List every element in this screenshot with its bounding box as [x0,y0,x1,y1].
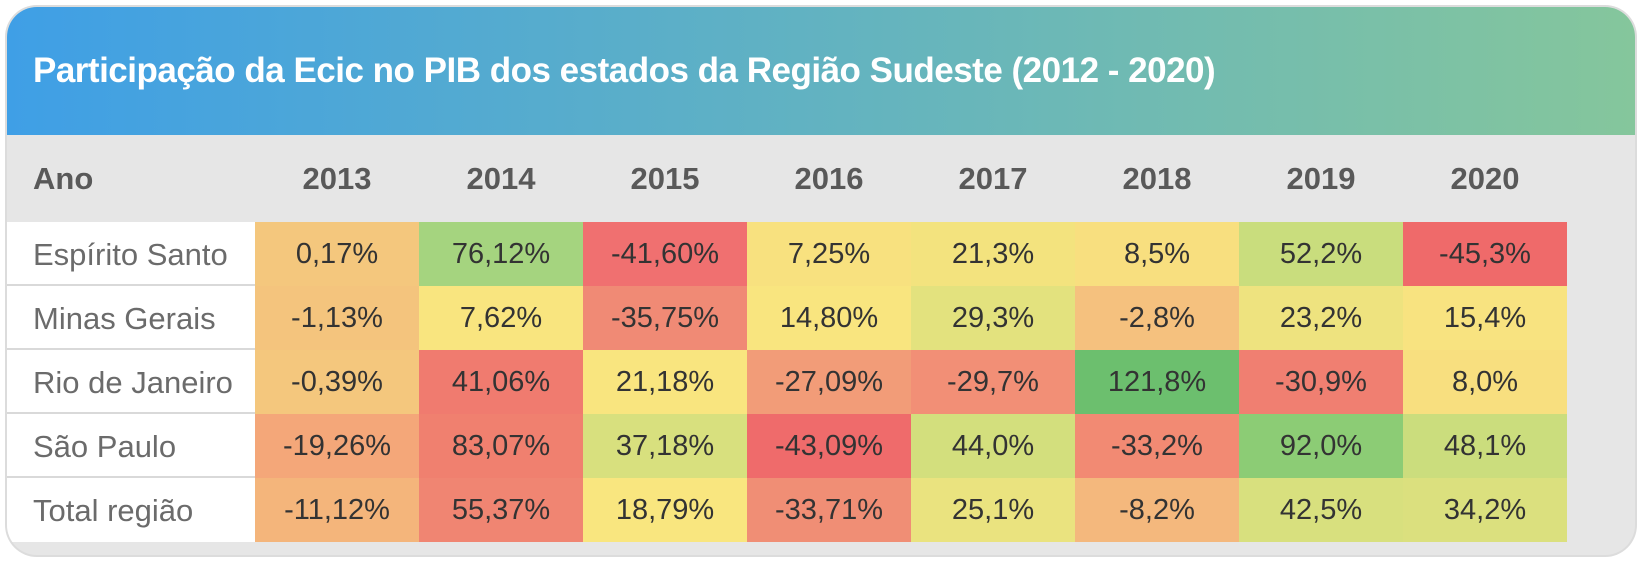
table-cell: -27,09% [747,350,911,414]
row-label: Minas Gerais [7,286,255,350]
table-cell: -45,3% [1403,222,1567,286]
table-cell: 8,0% [1403,350,1567,414]
column-header-2019: 2019 [1286,161,1356,196]
table-row: Espírito Santo 0,17% 76,12% -41,60% 7,25% 21,… [7,222,1635,286]
table-cell: -8,2% [1075,478,1239,542]
table-cell: -41,60% [583,222,747,286]
table-cell: -2,8% [1075,286,1239,350]
table-cell: -1,13% [255,286,419,350]
table-cell: -11,12% [255,478,419,542]
table-title: Participação da Ecic no PIB dos estados … [33,51,1216,90]
table-card: Participação da Ecic no PIB dos estados … [7,7,1635,555]
table-cell: -29,7% [911,350,1075,414]
header-row: Ano 2013 2014 2015 2016 2017 2018 2019 2020 [7,135,1635,222]
column-header-2015: 2015 [630,161,700,196]
table-cell: 7,25% [747,222,911,286]
table-cell: 21,3% [911,222,1075,286]
table-cell: 44,0% [911,414,1075,478]
table-cell: 23,2% [1239,286,1403,350]
table-cell: 18,79% [583,478,747,542]
table-row: Total região -11,12% 55,37% 18,79% -33,71% 25… [7,478,1635,542]
table-cell: -0,39% [255,350,419,414]
table-cell: 14,80% [747,286,911,350]
table-cell: -33,2% [1075,414,1239,478]
table-cell: 34,2% [1403,478,1567,542]
column-header-2018: 2018 [1122,161,1192,196]
table-row: Minas Gerais -1,13% 7,62% -35,75% 14,80% 29,3… [7,286,1635,350]
table-cell: -35,75% [583,286,747,350]
table-cell: 0,17% [255,222,419,286]
table-cell: 42,5% [1239,478,1403,542]
column-header-2016: 2016 [794,161,864,196]
table-cell: 121,8% [1075,350,1239,414]
column-header-2013: 2013 [302,161,372,196]
table-cell: -33,71% [747,478,911,542]
row-label: São Paulo [7,414,255,478]
table-row: São Paulo -19,26% 83,07% 37,18% -43,09% 44,0%… [7,414,1635,478]
column-header-2020: 2020 [1450,161,1520,196]
row-label: Total região [7,478,255,542]
title-bar: Participação da Ecic no PIB dos estados … [7,7,1635,135]
table-cell: -19,26% [255,414,419,478]
table-cell: 37,18% [583,414,747,478]
table-cell: 92,0% [1239,414,1403,478]
table-cell: 76,12% [419,222,583,286]
table-cell: 48,1% [1403,414,1567,478]
table-cell: 25,1% [911,478,1075,542]
column-header-2017: 2017 [958,161,1028,196]
table-cell: 21,18% [583,350,747,414]
table-cell: 29,3% [911,286,1075,350]
column-header-2014: 2014 [466,161,536,196]
table-cell: -43,09% [747,414,911,478]
row-label: Espírito Santo [7,222,255,286]
table-cell: 55,37% [419,478,583,542]
table-cell: 15,4% [1403,286,1567,350]
table-cell: 41,06% [419,350,583,414]
table-cell: 7,62% [419,286,583,350]
header-ano: Ano [33,161,94,196]
table-cell: 83,07% [419,414,583,478]
table-cell: -30,9% [1239,350,1403,414]
table-cell: 52,2% [1239,222,1403,286]
table-row: Rio de Janeiro -0,39% 41,06% 21,18% -27,09% -… [7,350,1635,414]
table-cell: 8,5% [1075,222,1239,286]
row-label: Rio de Janeiro [7,350,255,414]
